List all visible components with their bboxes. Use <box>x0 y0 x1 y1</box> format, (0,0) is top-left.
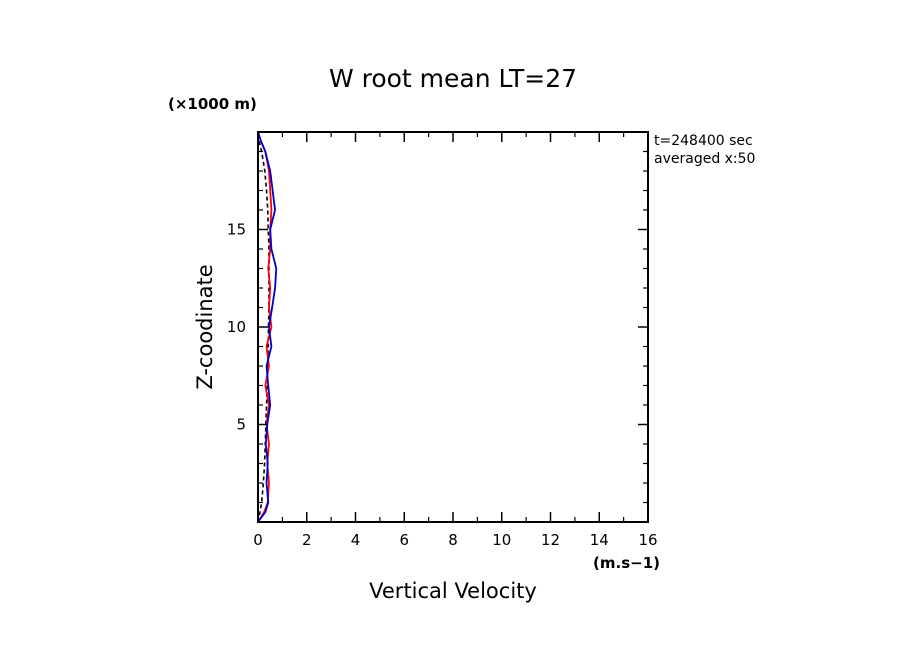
chart-title: W root mean LT=27 <box>329 64 577 93</box>
y-tick-label: 15 <box>227 221 246 239</box>
axis-ticks: 0 2 4 6 8 10 12 14 16 5 10 15 <box>227 132 658 549</box>
x-tick-label: 4 <box>351 531 361 549</box>
x-unit-label: (m.s−1) <box>593 554 660 572</box>
plot-area <box>257 131 278 523</box>
annotation-time: t=248400 sec <box>654 133 753 149</box>
x-tick-label: 8 <box>448 531 458 549</box>
x-axis-label: Vertical Velocity <box>369 579 537 603</box>
y-axis-label: Z-coodinate <box>193 264 217 389</box>
x-tick-label: 10 <box>492 531 511 549</box>
x-tick-label: 16 <box>638 531 657 549</box>
series-line-blue <box>257 131 278 523</box>
x-tick-label: 2 <box>302 531 312 549</box>
y-unit-label: (×1000 m) <box>168 95 257 113</box>
annotation-averaged: averaged x:50 <box>654 151 755 167</box>
plot-frame <box>257 131 649 523</box>
x-tick-label: 0 <box>253 531 263 549</box>
series-line-black-dashed <box>257 131 270 523</box>
y-tick-label: 5 <box>236 416 246 434</box>
x-tick-label: 12 <box>541 531 560 549</box>
x-tick-label: 6 <box>399 531 409 549</box>
x-tick-label: 14 <box>590 531 609 549</box>
y-tick-label: 10 <box>227 318 246 336</box>
